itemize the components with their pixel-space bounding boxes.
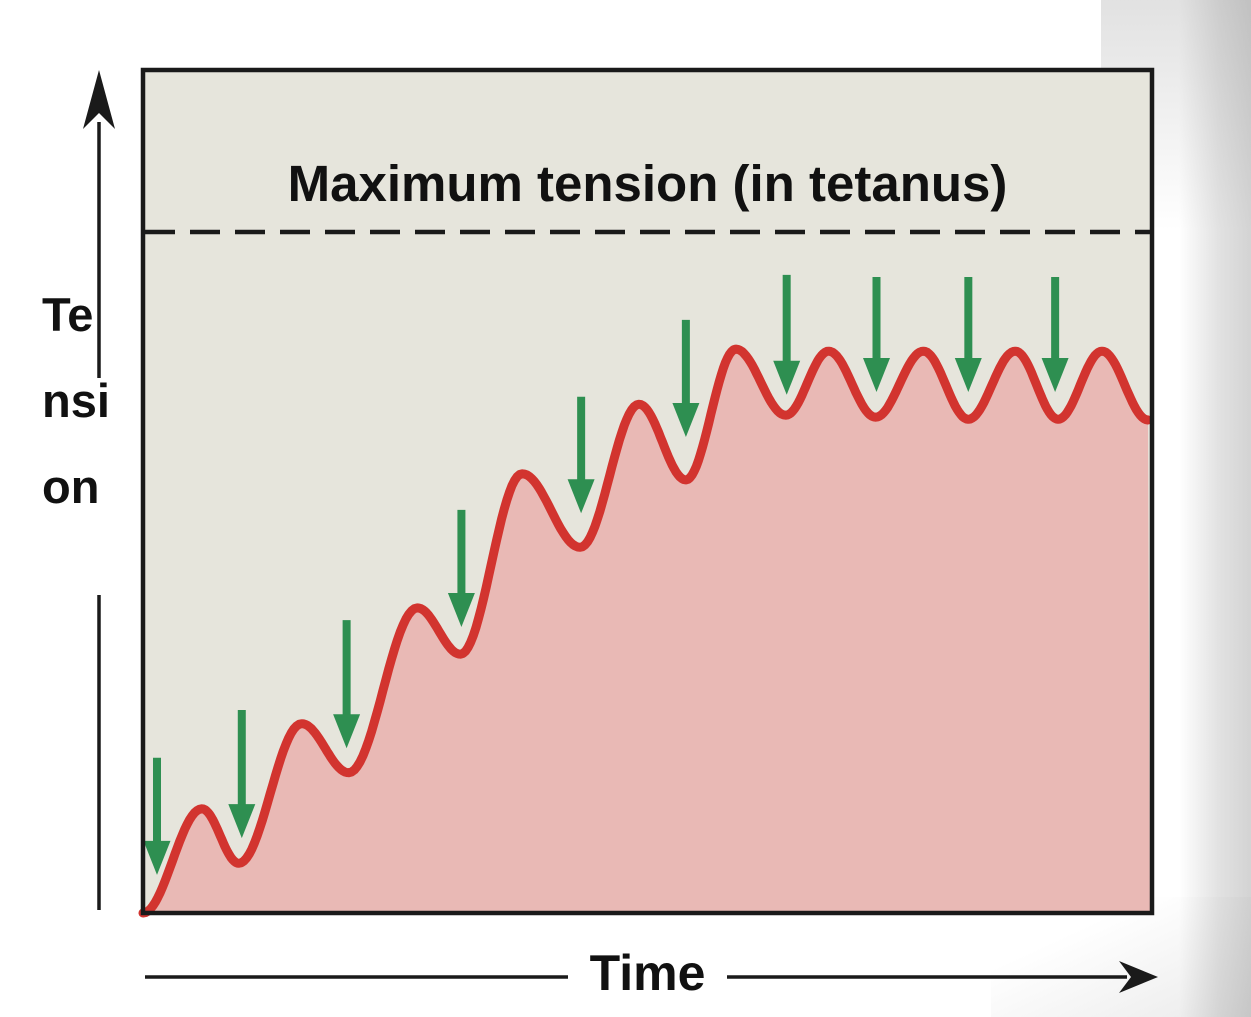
stimulus-down-arrow-icon <box>567 479 595 514</box>
y-axis-label: Te nsi on <box>42 288 110 513</box>
up-arrowhead-icon <box>83 70 115 129</box>
stimulus-down-arrow-icon <box>863 358 890 392</box>
stimulus-down-arrow-icon <box>1041 358 1069 392</box>
right-arrowhead-icon <box>1119 961 1158 993</box>
x-axis <box>145 961 1158 993</box>
stimulus-down-arrow-icon <box>333 714 361 749</box>
stimulus-arrows <box>143 274 1069 875</box>
stimulus-down-arrow-icon <box>143 840 171 875</box>
y-axis <box>83 70 115 910</box>
max-tension-label: Maximum tension (in tetanus) <box>287 155 1008 212</box>
stimulus-down-arrow-icon <box>228 804 256 839</box>
stimulus-down-arrow-icon <box>954 358 982 392</box>
stimulus-down-arrow-icon <box>672 403 700 437</box>
plot-border <box>140 67 1155 916</box>
x-axis-label: Time <box>589 945 706 1001</box>
tension-curve-fill <box>143 349 1150 914</box>
tension-curve-line <box>138 344 1153 918</box>
stimulus-down-arrow-icon <box>773 360 801 395</box>
stimulus-down-arrow-icon <box>447 593 475 627</box>
